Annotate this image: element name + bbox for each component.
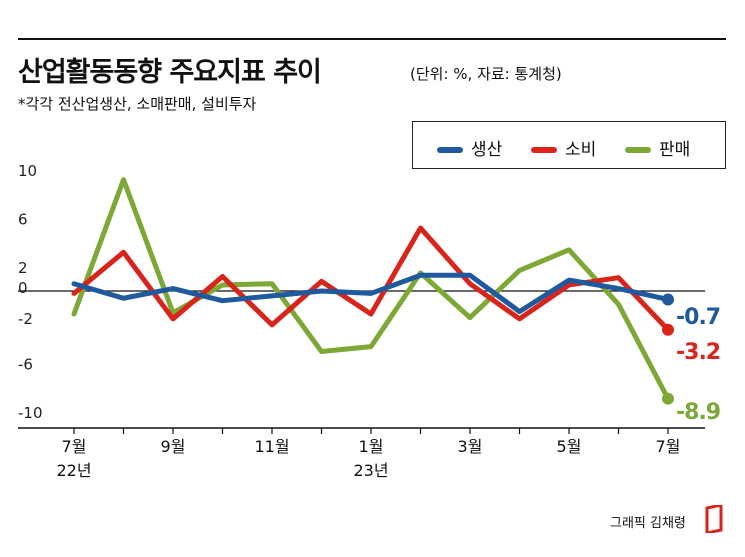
legend: 생산 소비 판매 <box>412 121 726 169</box>
legend-label-production: 생산 <box>471 140 503 160</box>
legend-swatch-sales <box>625 147 651 153</box>
end-label-sales: -8.9 <box>676 400 720 425</box>
end-label-consumption: -3.2 <box>676 340 720 365</box>
legend-item-production: 생산 <box>437 135 502 160</box>
end-point-sales <box>662 392 674 405</box>
y-tick-label-2: 2 <box>18 259 28 277</box>
x-tick-label-6: 1월 <box>359 437 384 456</box>
legend-item-consumption: 소비 <box>531 135 596 160</box>
legend-label-consumption: 소비 <box>565 140 597 160</box>
series-line-sales <box>71 177 671 402</box>
legend-swatch-production <box>437 147 463 153</box>
x-tick-sublabel-6: 23년 <box>353 461 388 480</box>
y-tick-label-m6: -6 <box>18 356 33 374</box>
legend-item-sales: 판매 <box>625 135 690 160</box>
chart-title: 산업활동동향 주요지표 추이 <box>18 57 322 88</box>
end-label-production: -0.7 <box>676 305 720 330</box>
end-point-consumption <box>662 323 674 336</box>
x-tick-sublabel-0: 22년 <box>56 461 91 480</box>
unit-note: (단위: %, 자료: 통계청) <box>410 65 562 83</box>
y-tick-label-6: 6 <box>18 210 28 228</box>
x-tick-label-2: 9월 <box>161 437 186 456</box>
x-tick-label-10: 5월 <box>557 437 582 456</box>
legend-label-sales: 판매 <box>659 140 691 160</box>
publisher-logo-icon <box>705 505 723 533</box>
x-tick-label-0: 7월 <box>62 437 87 456</box>
x-tick-label-8: 3월 <box>458 437 483 456</box>
chart-subtitle: *각각 전산업생산, 소매판매, 설비투자 <box>18 95 257 113</box>
end-point-production <box>662 293 674 306</box>
x-tick-label-4: 11월 <box>254 437 289 456</box>
x-tick-label-12: 7월 <box>656 437 681 456</box>
y-tick-label-10: 10 <box>18 162 37 180</box>
graphic-credit: 그래픽 김채령 <box>610 516 686 531</box>
y-tick-label-0: 0 <box>18 279 28 297</box>
series-line-production <box>71 272 671 315</box>
legend-swatch-consumption <box>531 147 557 153</box>
y-tick-label-m10: -10 <box>18 404 43 422</box>
series-line-consumption <box>71 225 671 333</box>
top-rule <box>18 38 726 40</box>
y-tick-label-m2: -2 <box>18 310 33 328</box>
